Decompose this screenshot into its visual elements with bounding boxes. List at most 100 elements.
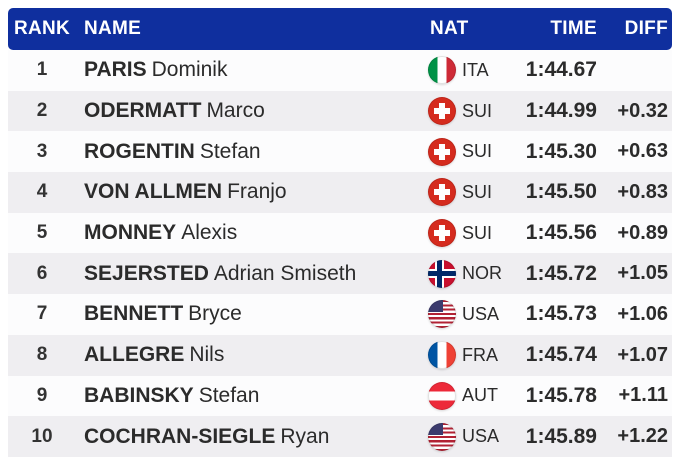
- diff-value: +0.89: [617, 221, 668, 244]
- rank-value: 4: [36, 181, 48, 203]
- header-nat: NAT: [430, 18, 469, 39]
- athlete-name: COCHRAN-SIEGLE Ryan: [76, 425, 428, 449]
- nat-code: USA: [462, 303, 500, 324]
- nationality-cell: AUT: [428, 381, 506, 410]
- usa-flag-icon: [428, 300, 456, 329]
- nationality-cell: SUI: [428, 178, 506, 207]
- rank-value: 9: [36, 384, 48, 406]
- athlete-name: PARIS Dominik: [76, 58, 428, 82]
- time-value: 1:45.50: [525, 180, 597, 204]
- athlete-firstname: Franjo: [227, 180, 287, 204]
- athlete-lastname: BABINSKY: [84, 383, 194, 407]
- athlete-lastname: VON ALLMEN: [84, 180, 223, 204]
- nat-code: AUT: [462, 385, 498, 406]
- table-row[interactable]: 1 PARIS Dominik ITA 1:44.67: [8, 50, 672, 91]
- nat-code: SUI: [462, 141, 493, 162]
- rank-value: 2: [36, 100, 48, 122]
- nat-code: FRA: [462, 344, 498, 365]
- nat-code: NOR: [462, 263, 502, 284]
- athlete-firstname: Alexis: [181, 221, 238, 245]
- diff-value: +1.06: [617, 302, 668, 325]
- diff-value: +1.11: [618, 384, 668, 407]
- race-results-table: RANK NAME NAT TIME DIFF 1 PARIS Dominik I…: [0, 8, 680, 458]
- rank-value: 6: [36, 262, 48, 284]
- diff-value: +0.32: [617, 99, 668, 122]
- table-row[interactable]: 4 VON ALLMEN Franjo SUI 1:45.50 +0.83: [8, 172, 672, 213]
- nat-code: SUI: [462, 100, 493, 121]
- athlete-name: ODERMATT Marco: [76, 99, 428, 123]
- table-body: 1 PARIS Dominik ITA 1:44.67 2 ODERMATT Mar…: [8, 50, 672, 457]
- athlete-firstname: Bryce: [188, 302, 242, 326]
- time-value: 1:45.89: [525, 424, 597, 448]
- athlete-firstname: Dominik: [151, 58, 228, 82]
- switzerland-flag-icon: [428, 97, 456, 126]
- italy-flag-icon: [428, 56, 456, 85]
- time-value: 1:45.78: [525, 383, 597, 407]
- diff-value: +1.22: [617, 425, 668, 448]
- athlete-firstname: Adrian Smiseth: [213, 261, 357, 285]
- athlete-firstname: Nils: [189, 343, 225, 367]
- athlete-lastname: ODERMATT: [84, 99, 202, 123]
- table-row[interactable]: 7 BENNETT Bryce USA 1:45.73 +1.06: [8, 294, 672, 335]
- time-value: 1:45.74: [525, 343, 597, 367]
- nat-code: SUI: [462, 181, 493, 202]
- header-diff: DIFF: [624, 18, 668, 39]
- time-value: 1:45.72: [525, 261, 597, 285]
- athlete-lastname: ALLEGRE: [84, 343, 185, 367]
- rank-value: 5: [36, 222, 48, 244]
- nationality-cell: SUI: [428, 97, 506, 126]
- athlete-name: VON ALLMEN Franjo: [76, 180, 428, 204]
- header-name: NAME: [84, 18, 142, 39]
- table-row[interactable]: 6 SEJERSTED Adrian Smiseth NOR 1:45.72 +1…: [8, 253, 672, 295]
- athlete-name: MONNEY Alexis: [76, 221, 428, 245]
- rank-value: 3: [36, 140, 48, 162]
- nationality-cell: ITA: [428, 56, 506, 85]
- table-row[interactable]: 3 ROGENTIN Stefan SUI 1:45.30 +0.63: [8, 131, 672, 173]
- athlete-name: BENNETT Bryce: [76, 302, 428, 326]
- time-value: 1:44.99: [525, 99, 597, 123]
- switzerland-flag-icon: [428, 178, 456, 207]
- nat-code: SUI: [462, 222, 493, 243]
- table-row[interactable]: 9 BABINSKY Stefan AUT 1:45.78 +1.11: [8, 375, 672, 417]
- athlete-name: SEJERSTED Adrian Smiseth: [76, 262, 428, 286]
- nationality-cell: SUI: [428, 137, 506, 166]
- table-row[interactable]: 8 ALLEGRE Nils FRA 1:45.74 +1.07: [8, 334, 672, 376]
- athlete-firstname: Stefan: [199, 139, 261, 163]
- diff-value: +0.83: [617, 180, 668, 203]
- france-flag-icon: [428, 341, 456, 370]
- nationality-cell: SUI: [428, 219, 506, 248]
- table-row[interactable]: 10 COCHRAN-SIEGLE Ryan USA 1:45.89 +1.22: [8, 416, 672, 457]
- nationality-cell: USA: [428, 422, 506, 451]
- rank-value: 7: [36, 303, 48, 325]
- athlete-name: ROGENTIN Stefan: [76, 140, 428, 164]
- rank-value: 1: [36, 59, 48, 81]
- athlete-lastname: PARIS: [84, 58, 147, 82]
- usa-flag-icon: [428, 422, 456, 451]
- nationality-cell: NOR: [428, 259, 506, 288]
- time-value: 1:45.73: [525, 302, 597, 326]
- diff-value: +1.07: [617, 343, 668, 366]
- rank-value: 8: [36, 344, 48, 366]
- nat-code: ITA: [462, 59, 489, 80]
- nationality-cell: FRA: [428, 341, 506, 370]
- austria-flag-icon: [428, 381, 456, 410]
- athlete-name: BABINSKY Stefan: [76, 384, 428, 408]
- switzerland-flag-icon: [428, 137, 456, 166]
- athlete-firstname: Stefan: [198, 383, 260, 407]
- athlete-lastname: COCHRAN-SIEGLE: [84, 424, 276, 448]
- table-header-row: RANK NAME NAT TIME DIFF: [8, 8, 672, 50]
- athlete-firstname: Ryan: [280, 424, 330, 448]
- header-rank: RANK: [13, 18, 71, 39]
- diff-value: +0.63: [617, 140, 668, 163]
- time-value: 1:45.56: [525, 221, 597, 245]
- nat-code: USA: [462, 426, 500, 447]
- athlete-lastname: BENNETT: [84, 302, 184, 326]
- rank-value: 10: [31, 425, 53, 447]
- athlete-firstname: Marco: [206, 99, 265, 123]
- time-value: 1:45.30: [525, 139, 597, 163]
- table-row[interactable]: 5 MONNEY Alexis SUI 1:45.56 +0.89: [8, 212, 672, 254]
- athlete-lastname: SEJERSTED: [84, 261, 209, 285]
- athlete-lastname: ROGENTIN: [84, 139, 195, 163]
- diff-value: +1.05: [617, 262, 668, 285]
- table-row[interactable]: 2 ODERMATT Marco SUI 1:44.99 +0.32: [8, 90, 672, 132]
